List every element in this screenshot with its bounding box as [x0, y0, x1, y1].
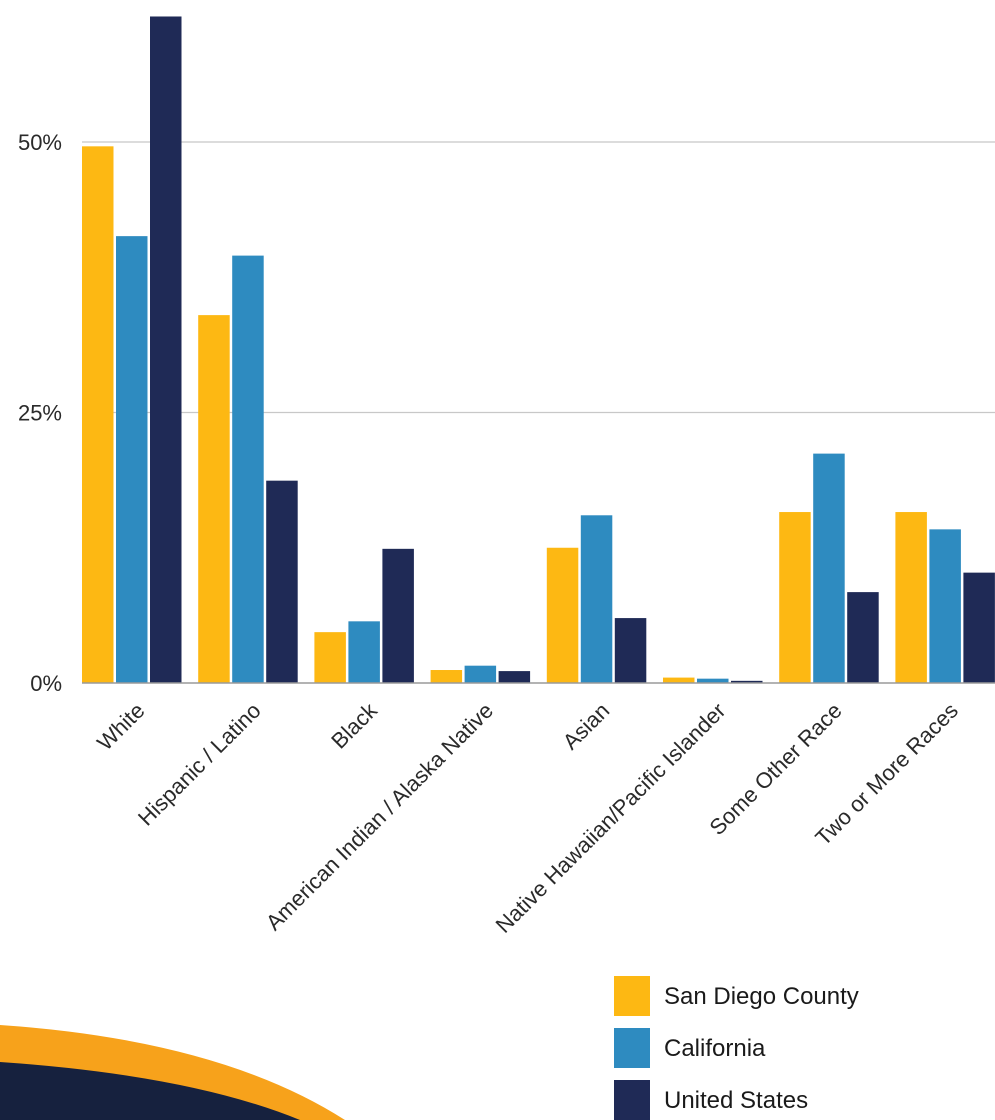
y-axis-tick-labels: 0% 25% 50% [18, 130, 62, 696]
bar [348, 621, 380, 683]
bar [82, 146, 114, 683]
bar [116, 236, 148, 683]
legend-swatch [614, 1080, 650, 1120]
bar [929, 529, 961, 683]
bar [150, 16, 182, 684]
bar [614, 618, 647, 683]
category-label: Asian [558, 698, 615, 755]
category-label: Black [326, 697, 382, 753]
bar [314, 632, 346, 683]
bar [697, 678, 729, 683]
bar [198, 315, 230, 683]
bar [963, 572, 995, 683]
category-label: American Indian / Alaska Native [261, 698, 498, 935]
category-label: Native Hawaiian/Pacific Islander [491, 698, 731, 938]
legend-label: California [664, 1035, 766, 1062]
bar [232, 255, 264, 684]
bar [266, 480, 298, 683]
bar [895, 512, 927, 683]
bar [546, 547, 579, 683]
bar [847, 592, 879, 683]
bars [82, 16, 995, 684]
bar [464, 665, 497, 683]
legend: San Diego County California United States [614, 976, 859, 1120]
legend-label: United States [664, 1087, 808, 1114]
bar [580, 515, 613, 683]
category-label: White [92, 698, 149, 755]
bar [663, 677, 695, 683]
legend-label: San Diego County [664, 983, 859, 1010]
y-tick-label: 25% [18, 401, 62, 426]
bar [779, 512, 811, 683]
decor-arc-navy [0, 1062, 300, 1120]
bar [498, 671, 531, 683]
legend-swatch [614, 976, 650, 1016]
legend-swatch [614, 1028, 650, 1068]
y-tick-label: 50% [18, 130, 62, 155]
bar [430, 670, 463, 683]
bar [382, 548, 414, 683]
y-tick-label: 0% [30, 671, 62, 696]
bar [813, 453, 845, 683]
corner-arc-decoration [0, 1025, 345, 1120]
category-label: Hispanic / Latino [133, 698, 266, 831]
bar [731, 680, 763, 683]
